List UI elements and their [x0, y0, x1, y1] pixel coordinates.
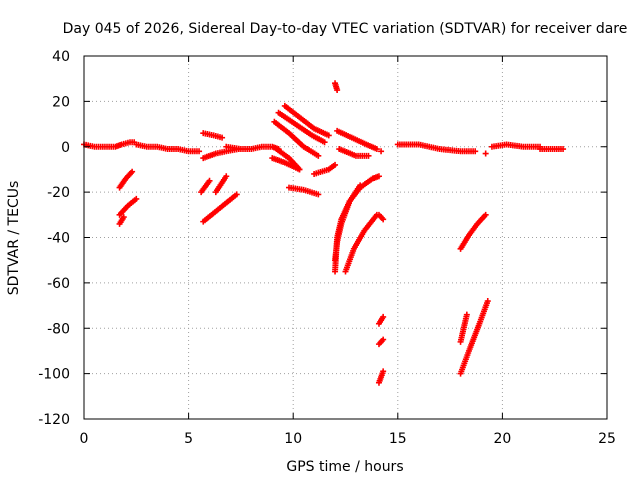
data-point [380, 368, 387, 375]
chart-title: Day 045 of 2026, Sidereal Day-to-day VTE… [63, 21, 628, 37]
y-tick-label: 40 [52, 49, 70, 65]
data-points [81, 80, 567, 386]
data-point [378, 148, 385, 155]
y-tick-label: 20 [52, 94, 70, 110]
data-point [484, 298, 491, 305]
y-tick-label: -20 [47, 185, 70, 201]
data-point [196, 148, 203, 155]
x-tick-label: 15 [389, 431, 407, 447]
data-point [332, 161, 339, 168]
y-tick-label: -40 [47, 231, 70, 247]
x-axis-label: GPS time / hours [286, 459, 403, 475]
data-point [315, 191, 322, 198]
x-tick-label: 5 [184, 431, 193, 447]
data-point [334, 87, 341, 94]
x-tick-label: 0 [80, 431, 89, 447]
x-tick-label: 20 [493, 431, 511, 447]
y-axis-label: SDTVAR / TECUs [6, 181, 22, 296]
data-point [233, 191, 240, 198]
data-point [482, 150, 489, 157]
data-point [365, 152, 372, 159]
data-point [223, 173, 230, 180]
data-point [133, 195, 140, 202]
data-point [206, 177, 213, 184]
data-point [321, 139, 328, 146]
y-tick-label: -100 [38, 367, 70, 383]
x-tick-label: 25 [598, 431, 616, 447]
data-point [219, 134, 226, 141]
data-point [380, 313, 387, 320]
axis-ticks: 0 5 10 15 20 25 -120 -100 -80 -60 -40 -20 0 20 40 [38, 49, 616, 447]
data-point [380, 336, 387, 343]
data-point [373, 146, 380, 153]
data-point [560, 146, 567, 153]
y-tick-label: 0 [61, 140, 70, 156]
data-point [315, 152, 322, 159]
data-point [325, 132, 332, 139]
y-tick-label: -80 [47, 321, 70, 337]
data-point [472, 148, 479, 155]
data-point [463, 311, 470, 318]
x-tick-label: 10 [284, 431, 302, 447]
data-point [482, 211, 489, 218]
data-point [375, 173, 382, 180]
data-point [120, 214, 127, 221]
data-point [380, 216, 387, 223]
y-tick-label: -120 [38, 412, 70, 428]
data-point [296, 166, 303, 173]
y-tick-label: -60 [47, 276, 70, 292]
data-point [129, 168, 136, 175]
grid-lines [84, 56, 607, 419]
data-point [357, 182, 364, 189]
